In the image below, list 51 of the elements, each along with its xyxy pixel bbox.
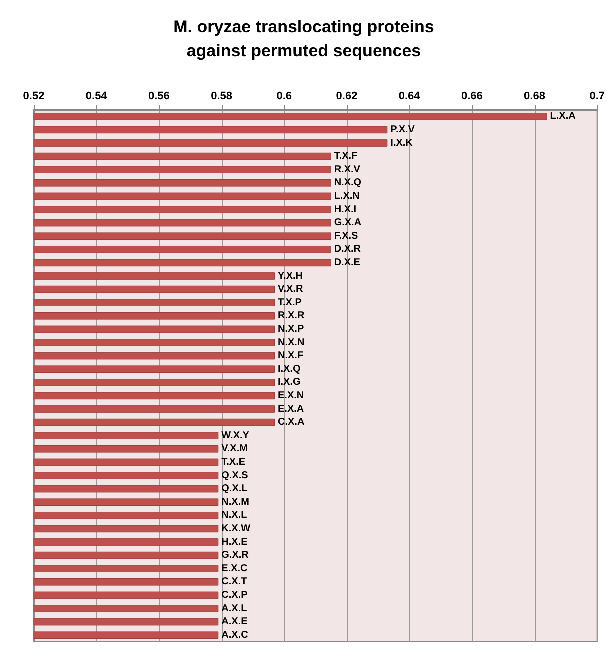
x-tick-label: 0.66 (461, 90, 483, 102)
x-tick-label: 0.6 (276, 90, 292, 102)
x-tick-label: 0.58 (211, 90, 232, 102)
y-tick-label: Q.X.S (222, 470, 249, 482)
y-tick-label: C.X.T (222, 576, 248, 588)
y-tick-label: R.X.V (334, 164, 361, 176)
y-tick-label: N.X.Q (334, 178, 362, 189)
y-tick-label: I.X.G (278, 377, 301, 388)
chart-title: M. oryzae translocating proteins against permuted sequences (174, 18, 434, 60)
x-tick-label: 0.62 (336, 90, 358, 102)
y-tick-label: F.X.S (334, 230, 359, 242)
y-tick-label: H.X.E (222, 536, 248, 548)
y-tick-label: R.X.R (278, 310, 306, 322)
y-tick-label: A.X.L (222, 603, 248, 614)
y-tick-label: E.X.N (278, 390, 304, 402)
x-tick-label: 0.68 (524, 90, 546, 102)
x-tick-label: 0.54 (86, 90, 108, 102)
y-tick-label: T.X.F (334, 151, 358, 162)
y-tick-label: N.X.N (278, 337, 305, 348)
y-tick-label: N.X.F (278, 350, 304, 362)
y-tick-label: L.X.N (334, 190, 360, 202)
y-tick-label: D.X.R (334, 244, 362, 256)
x-tick-label: 0.64 (398, 90, 422, 102)
y-tick-label: G.X.R (222, 550, 250, 562)
y-tick-label: I.X.Q (278, 364, 301, 375)
y-tick-label: V.X.R (278, 284, 304, 296)
y-tick-label: L.X.A (550, 111, 576, 122)
x-tick-label: 0.56 (148, 90, 170, 102)
y-tick-label: E.X.A (278, 404, 304, 415)
y-tick-label: D.X.E (334, 257, 361, 268)
x-tick-label: 0.52 (23, 90, 45, 102)
y-tick-label: N.X.P (278, 324, 304, 335)
y-tick-label: Q.X.L (222, 484, 248, 495)
y-tick-label: T.X.P (278, 297, 302, 308)
y-tick-label: G.X.A (334, 218, 362, 229)
y-tick-label: C.X.A (278, 417, 305, 428)
y-tick-label: N.X.M (222, 496, 250, 508)
y-tick-label: P.X.V (390, 124, 416, 136)
y-tick-label: Y.X.H (278, 270, 304, 282)
y-tick-label: A.X.E (222, 616, 248, 628)
y-tick-label: N.X.L (222, 510, 248, 522)
y-tick-label: A.X.C (222, 630, 248, 641)
y-tick-label: C.X.P (222, 590, 248, 601)
y-tick-label: V.X.M (222, 444, 248, 455)
y-tick-label: H.X.I (334, 204, 357, 216)
y-tick-label: E.X.C (222, 563, 248, 574)
x-tick-label: 0.7 (590, 90, 606, 102)
y-tick-label: I.X.K (390, 138, 414, 149)
y-tick-label: T.X.E (222, 456, 246, 468)
y-tick-label: K.X.W (222, 523, 252, 534)
y-tick-label: W.X.Y (222, 430, 250, 442)
